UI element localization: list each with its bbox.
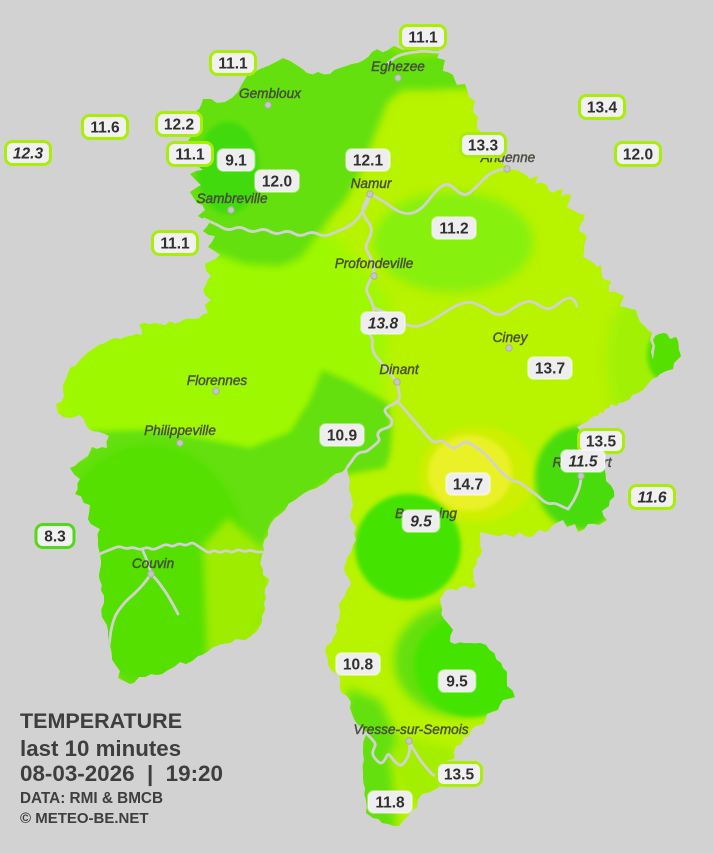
svg-text:13.4: 13.4 [587,100,618,117]
svg-text:9.5: 9.5 [410,514,432,531]
svg-text:11.2: 11.2 [439,221,468,238]
svg-text:10.8: 10.8 [343,657,374,674]
svg-text:8.3: 8.3 [44,529,66,546]
svg-text:10.9: 10.9 [327,428,358,445]
svg-text:Philippeville: Philippeville [144,423,216,438]
svg-text:11.8: 11.8 [375,795,405,812]
svg-text:Dinant: Dinant [379,362,420,377]
svg-text:Vresse-sur-Semois: Vresse-sur-Semois [353,722,468,737]
svg-text:13.5: 13.5 [444,767,475,784]
svg-text:11.1: 11.1 [218,56,248,73]
svg-text:9.1: 9.1 [225,153,247,170]
svg-text:Namur: Namur [351,176,392,191]
svg-text:11.1: 11.1 [160,236,190,253]
svg-text:11.5: 11.5 [568,454,597,471]
svg-text:Eghezee: Eghezee [371,59,425,74]
svg-text:Profondeville: Profondeville [335,256,414,271]
svg-text:Ciney: Ciney [493,330,529,345]
svg-text:12.2: 12.2 [164,117,194,134]
svg-text:12.0: 12.0 [262,174,292,191]
svg-text:Gembloux: Gembloux [239,86,302,101]
svg-text:11.6: 11.6 [90,120,120,137]
svg-text:12.3: 12.3 [13,146,44,163]
svg-text:14.7: 14.7 [453,477,483,494]
svg-text:Couvin: Couvin [132,556,174,571]
svg-text:11.6: 11.6 [637,490,666,507]
svg-text:11.1: 11.1 [175,147,205,164]
svg-text:12.0: 12.0 [623,147,653,164]
svg-text:Sambreville: Sambreville [196,191,267,206]
svg-text:13.3: 13.3 [468,138,499,155]
svg-text:Florennes: Florennes [187,373,248,388]
svg-text:13.7: 13.7 [535,361,565,378]
svg-text:9.5: 9.5 [446,674,468,691]
svg-text:11.1: 11.1 [408,30,438,47]
svg-text:12.1: 12.1 [353,153,384,170]
svg-text:13.8: 13.8 [368,316,399,333]
svg-text:13.5: 13.5 [586,434,617,451]
